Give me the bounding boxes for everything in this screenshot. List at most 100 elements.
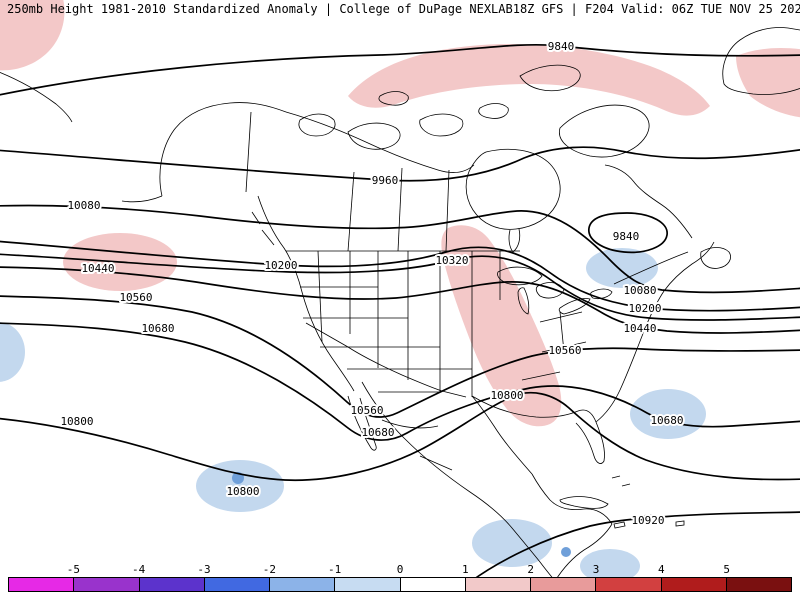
colorbar-tick-label: -4 [132, 563, 146, 576]
colorbar-segment [204, 578, 270, 591]
colorbar-segment [270, 578, 336, 591]
contour-label-10800: 10800 [60, 415, 93, 428]
hispaniola-coastline [635, 514, 661, 525]
lake-ontario [590, 288, 613, 300]
colorbar-segment [9, 578, 75, 591]
contour-line-10920 [469, 511, 800, 583]
contour-label-10800: 10800 [226, 485, 259, 498]
colorbar-tick-label: 0 [396, 563, 404, 576]
colorbar-tick-label: 2 [527, 563, 534, 576]
contour-line-9840-closed-low [588, 212, 668, 254]
baja-coastline [347, 395, 377, 451]
contour-label-10200: 10200 [628, 302, 661, 315]
colorbar-tick-label: -5 [66, 563, 80, 576]
anomaly-colorbar: -5 -4 -3 -2 -1 0 1 2 3 4 5 [8, 563, 792, 592]
negative-anomaly-region [630, 389, 706, 439]
florida-coastline [575, 409, 605, 464]
bahamas [611, 475, 631, 487]
alaska-border [245, 111, 252, 193]
arctic-island [519, 64, 581, 92]
mexico-west-coastline [361, 381, 556, 582]
contour-lines-layer [0, 43, 800, 583]
contour-line-9840 [0, 43, 800, 96]
contour-line-10080 [0, 204, 800, 294]
contour-label-10680: 10680 [361, 426, 394, 439]
colorbar-tick-label: 1 [462, 563, 469, 576]
greenland-coastline [722, 27, 800, 95]
colorbar-scale [8, 577, 792, 592]
contour-label-9960: 9960 [372, 174, 399, 187]
arctic-island [298, 113, 336, 137]
contour-label-10440: 10440 [81, 262, 114, 275]
jamaica-coastline [613, 521, 626, 529]
positive-anomaly-region [441, 225, 562, 427]
yucatan-coastline [531, 473, 613, 525]
james-bay-coastline [508, 228, 521, 253]
contour-line-10680 [0, 322, 800, 441]
contour-label-10080: 10080 [623, 284, 656, 297]
contour-line-10800 [0, 391, 800, 482]
colorbar-segment [661, 578, 727, 591]
colorbar-segment [335, 578, 401, 591]
province-border [347, 171, 355, 252]
gulf-north-coastline [471, 395, 579, 418]
colorbar-tick-label: 3 [592, 563, 600, 576]
strong-negative-anomaly-core [561, 547, 571, 557]
alaska-coastline [159, 102, 287, 197]
contour-label-10560: 10560 [350, 404, 383, 417]
arctic-island [347, 122, 401, 150]
pacific-coastline [257, 195, 355, 392]
contour-label-9840: 9840 [548, 40, 575, 53]
st-lawrence-coastline [613, 251, 689, 285]
contour-label-10560: 10560 [119, 291, 152, 304]
arctic-island [478, 103, 509, 119]
lake-huron [535, 282, 565, 299]
lake-erie [558, 298, 591, 315]
negative-anomaly-region [586, 248, 658, 288]
cuba-coastline [559, 496, 609, 509]
negative-anomaly-region [196, 460, 284, 512]
labrador-coastline [604, 164, 693, 239]
arctic-island [378, 91, 409, 106]
colorbar-tick-label: 4 [658, 563, 665, 576]
contour-line-10320 [0, 253, 800, 321]
siberia-coastline [0, 71, 73, 123]
colorbar-segment [74, 578, 140, 591]
colorbar-segment [400, 578, 466, 591]
state-border [521, 311, 587, 381]
contour-label-10440: 10440 [623, 322, 656, 335]
anomaly-shading-layer [0, 0, 800, 583]
gulf-west-coastline [471, 395, 533, 475]
contour-label-10560: 10560 [548, 344, 581, 357]
province-border [397, 167, 403, 252]
arctic-coastline [285, 111, 475, 173]
colorbar-segment [596, 578, 662, 591]
arctic-island [419, 113, 464, 137]
contour-line-9960 [0, 146, 800, 182]
puerto-rico-coastline [675, 520, 685, 527]
us-mexico-border [305, 322, 467, 398]
contour-labels-layer: 9840 9960 10080 10200 10320 10440 9840 10080 102… [58, 38, 685, 529]
mexico-interior-border [381, 419, 453, 471]
colorbar-segment [465, 578, 531, 591]
baffin-island [559, 104, 650, 158]
central-america-coastline [554, 523, 613, 582]
colorbar-tick-label: -3 [197, 563, 211, 576]
contour-label-10800: 10800 [490, 389, 523, 402]
colorbar-tick-labels: -5 -4 -3 -2 -1 0 1 2 3 4 5 [8, 563, 792, 577]
positive-anomaly-region [736, 48, 800, 118]
positive-anomaly-region [0, 0, 65, 71]
lake-michigan [517, 287, 530, 315]
colorbar-segment [531, 578, 597, 591]
colorbar-segment [726, 578, 791, 591]
contour-label-9840: 9840 [613, 230, 640, 243]
contour-label-10680: 10680 [650, 414, 683, 427]
lake-superior [497, 266, 543, 286]
colorbar-tick-label: 5 [723, 563, 730, 576]
contour-line-10560 [0, 295, 800, 418]
positive-anomaly-region [348, 44, 710, 116]
aleutian-coastline [121, 195, 163, 203]
hudson-bay-coastline [465, 148, 561, 230]
